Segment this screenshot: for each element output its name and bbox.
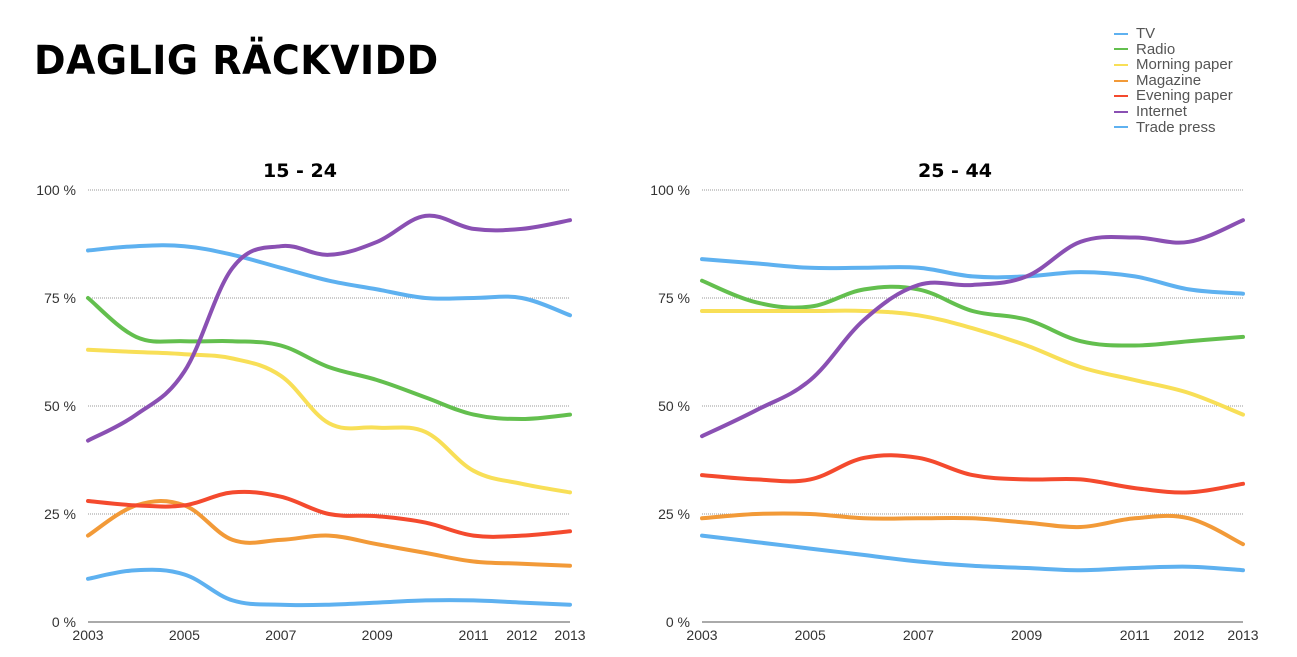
x-tick-label: 2012 xyxy=(506,627,537,643)
x-tick-label: 2005 xyxy=(169,627,200,643)
page-title: DAGLIG RÄCKVIDD xyxy=(34,38,439,84)
legend-swatch xyxy=(1114,110,1128,113)
legend-label: TV xyxy=(1136,25,1156,42)
series-line-internet xyxy=(86,213,572,443)
legend-swatch xyxy=(1114,63,1128,66)
x-tick-label: 2007 xyxy=(265,627,296,643)
series-line-morning-paper xyxy=(700,308,1245,417)
x-tick-label: 2013 xyxy=(1227,627,1258,643)
legend-label: Magazine xyxy=(1136,71,1202,89)
y-tick-label: 50 % xyxy=(658,398,690,414)
legend-item-radio: Radio xyxy=(1114,40,1233,58)
series-line-evening-paper xyxy=(700,453,1245,495)
x-tick-label: 2012 xyxy=(1173,627,1204,643)
series-line-evening-paper xyxy=(86,489,572,539)
x-tick-label: 2011 xyxy=(1120,627,1150,643)
series-line-radio xyxy=(700,278,1245,348)
legend-item-tv: TV xyxy=(1114,26,1233,42)
series-line-magazine xyxy=(86,498,572,568)
series-line-tv xyxy=(86,243,572,318)
series-line-trade-press xyxy=(86,567,572,608)
chart-legend: TV Radio Morning paper Magazine Evening … xyxy=(1114,26,1233,135)
legend-item-magazine: Magazine xyxy=(1114,73,1233,89)
legend-swatch xyxy=(1114,126,1128,129)
x-tick-label: 2003 xyxy=(72,627,103,643)
legend-swatch xyxy=(1114,79,1128,82)
y-tick-label: 25 % xyxy=(658,506,690,522)
x-tick-label: 2009 xyxy=(1011,627,1042,643)
legend-item-evening-paper: Evening paper xyxy=(1114,88,1233,104)
y-tick-label: 25 % xyxy=(44,506,76,522)
series-line-internet xyxy=(700,218,1245,439)
x-tick-label: 2007 xyxy=(903,627,934,643)
legend-swatch xyxy=(1114,48,1128,51)
legend-item-morning-paper: Morning paper xyxy=(1114,57,1233,73)
y-tick-label: 100 % xyxy=(650,182,690,198)
legend-swatch xyxy=(1114,95,1128,98)
x-tick-label: 2003 xyxy=(686,627,717,643)
series-line-tv xyxy=(700,257,1245,296)
y-tick-label: 50 % xyxy=(44,398,76,414)
y-tick-label: 75 % xyxy=(658,290,690,306)
y-tick-label: 0 % xyxy=(666,614,690,630)
legend-label: Trade press xyxy=(1136,118,1216,136)
x-tick-label: 2013 xyxy=(554,627,585,643)
series-line-morning-paper xyxy=(86,347,572,495)
legend-label: Evening paper xyxy=(1136,87,1233,105)
series-line-radio xyxy=(86,296,572,421)
x-tick-label: 2009 xyxy=(362,627,393,643)
legend-label: Internet xyxy=(1136,102,1187,120)
legend-label: Radio xyxy=(1136,40,1176,58)
legend-item-trade-press: Trade press xyxy=(1114,118,1233,136)
x-tick-label: 2005 xyxy=(795,627,826,643)
series-line-magazine xyxy=(700,511,1245,547)
chart-title: 15 - 24 xyxy=(263,160,337,182)
legend-label: Morning paper xyxy=(1136,56,1233,74)
y-tick-label: 100 % xyxy=(36,182,76,198)
legend-swatch xyxy=(1114,32,1128,35)
chart-title: 25 - 44 xyxy=(918,160,992,182)
y-tick-label: 75 % xyxy=(44,290,76,306)
series-line-trade-press xyxy=(700,533,1245,573)
x-tick-label: 2011 xyxy=(459,627,489,643)
y-tick-label: 0 % xyxy=(52,614,76,630)
legend-item-internet: Internet xyxy=(1114,104,1233,120)
